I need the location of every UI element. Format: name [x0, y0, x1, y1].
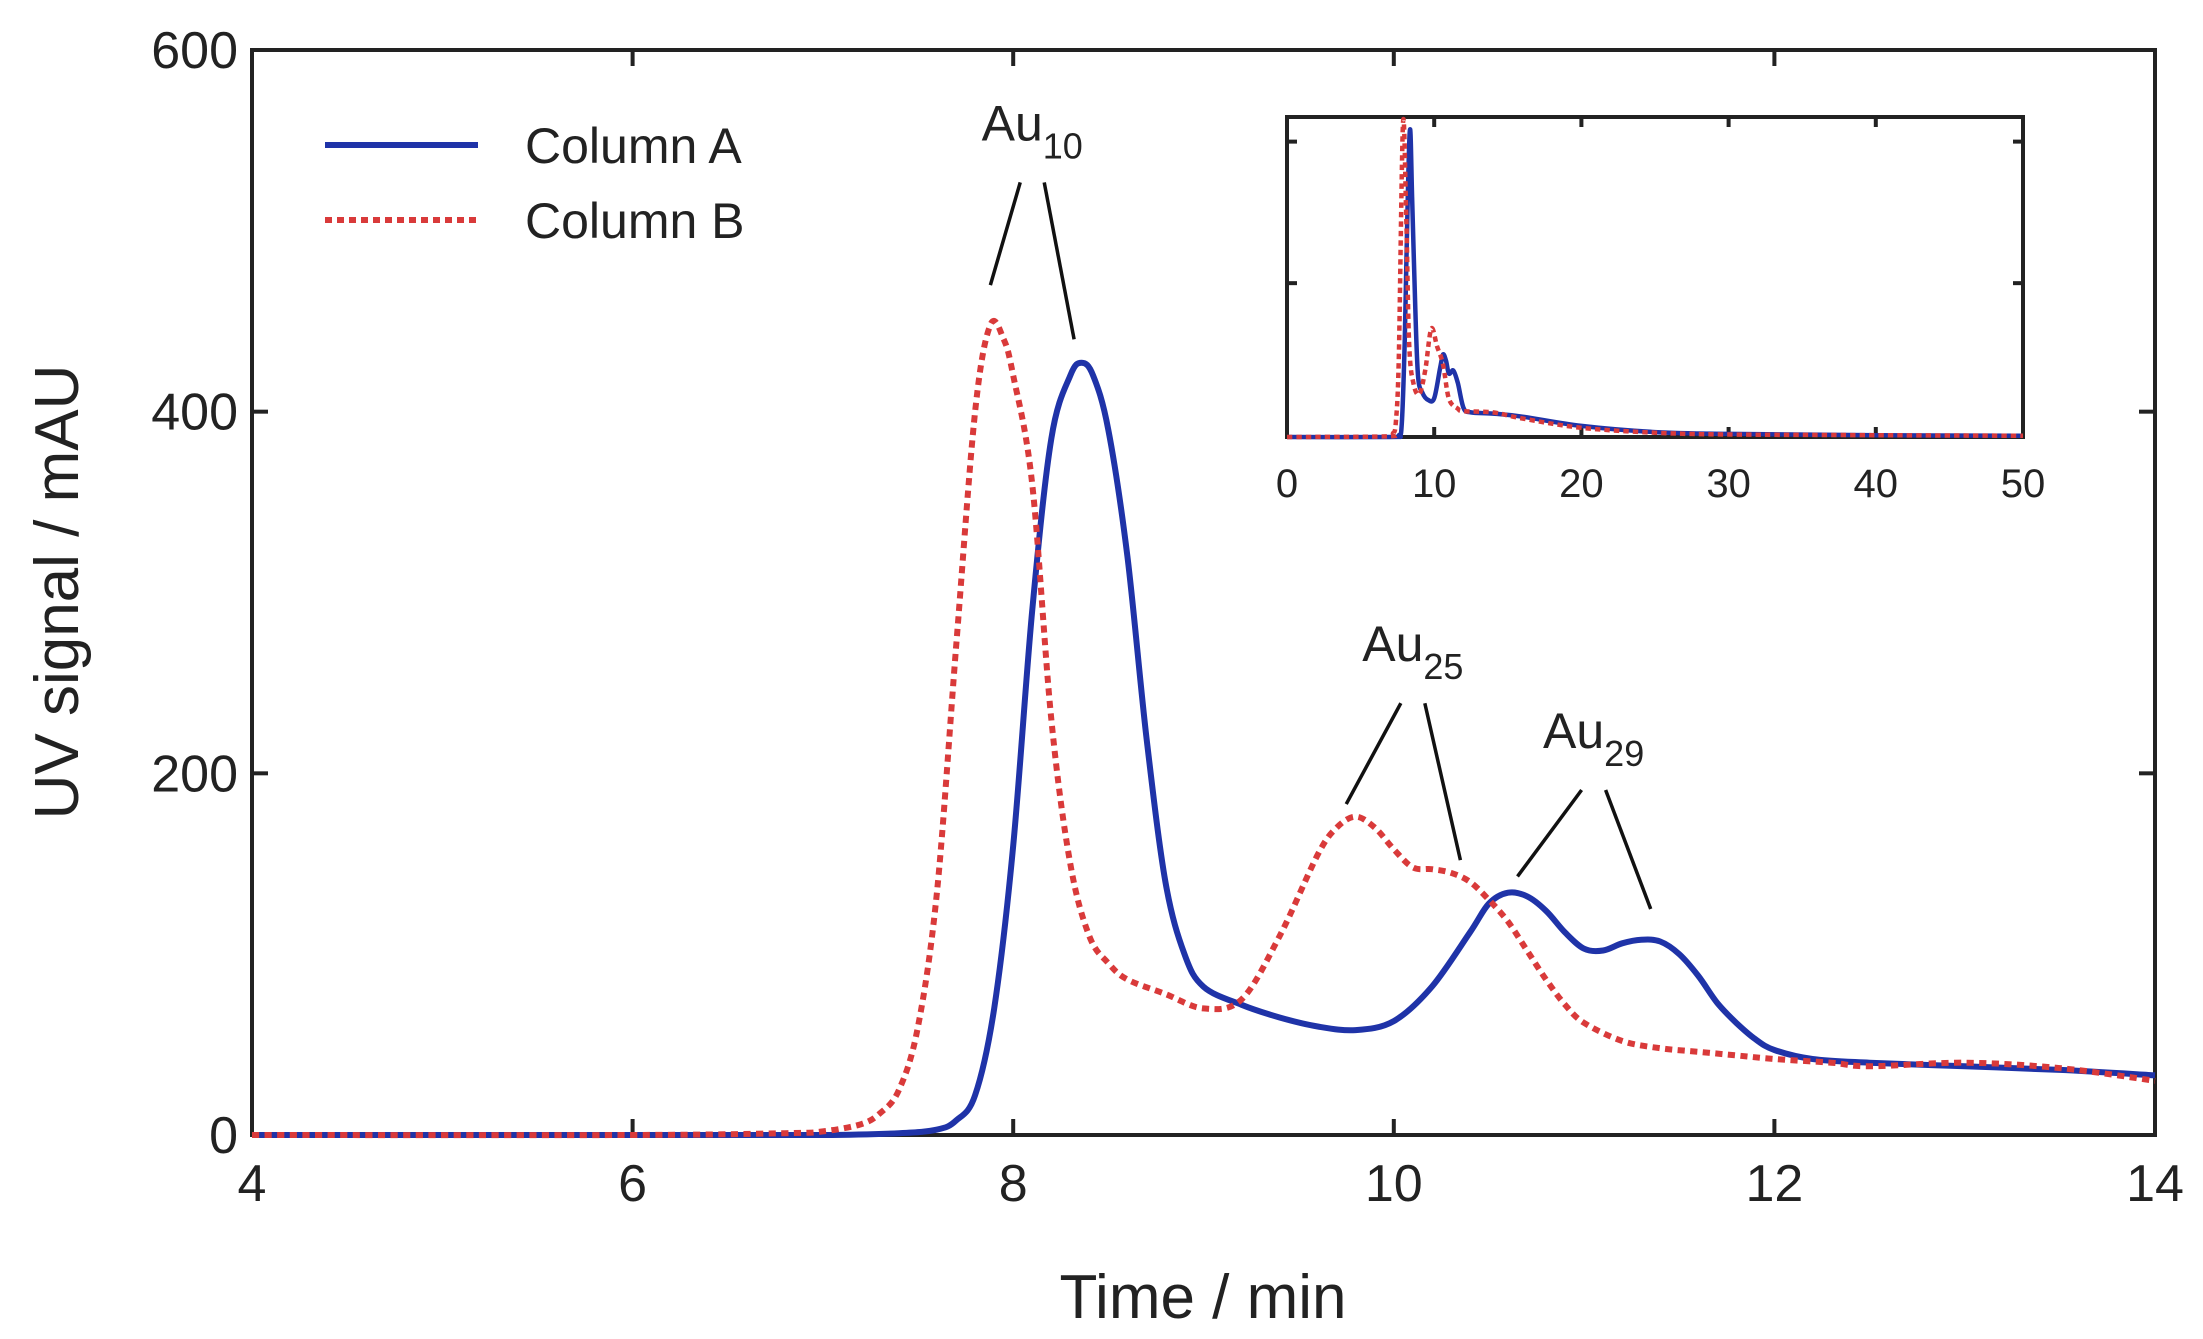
x-tick-label-8: 8 [999, 1155, 1028, 1213]
inset-series-column-b [1286, 117, 2024, 440]
annotation-label-au29: Au29 [1543, 703, 1644, 774]
annotation-leader-au29-1 [1516, 788, 1584, 878]
main-plot-frame [250, 48, 2157, 1137]
inset-x-tick-label-20: 20 [1559, 462, 1604, 506]
y-tick-label-600: 600 [151, 22, 238, 80]
annotation-au25: Au25 [1344, 616, 1463, 861]
main-series-column-b [251, 317, 2156, 1139]
x-tick-label-4: 4 [238, 1155, 267, 1213]
annotation-label-au25: Au25 [1362, 616, 1463, 687]
x-axis-title: Time / min [1059, 1263, 1346, 1332]
legend-label-column-b: Column B [525, 193, 745, 249]
main-series-column-a [252, 359, 2156, 1139]
annotation-leader-au10-2 [1042, 182, 1076, 340]
annotation-leader-au10-1 [988, 181, 1022, 286]
inset-x-tick-label-30: 30 [1706, 462, 1751, 506]
legend-label-column-a: Column A [525, 118, 742, 174]
inset-axis-ticks: 0 10 20 30 40 50 [1276, 117, 2045, 506]
y-tick-label-0: 0 [209, 1107, 238, 1165]
y-axis-title: UV signal / mAU [23, 365, 92, 820]
annotation-au10: Au10 [982, 95, 1083, 340]
annotation-au29: Au29 [1516, 703, 1653, 910]
x-tick-label-12: 12 [1745, 1155, 1803, 1213]
inset-x-tick-label-0: 0 [1276, 462, 1298, 506]
annotation-leader-au29-2 [1603, 789, 1653, 910]
annotation-leader-au25-1 [1344, 702, 1403, 805]
inset-x-tick-label-50: 50 [2001, 462, 2046, 506]
annotation-label-au10: Au10 [982, 95, 1083, 166]
inset-x-tick-label-10: 10 [1412, 462, 1457, 506]
y-tick-label-200: 200 [151, 745, 238, 803]
main-series-group [251, 317, 2156, 1139]
inset-x-tick-label-40: 40 [1854, 462, 1899, 506]
inset-chart: 0 10 20 30 40 50 [1276, 115, 2045, 506]
inset-series-group [1286, 117, 2024, 440]
x-tick-label-6: 6 [618, 1155, 647, 1213]
x-tick-label-10: 10 [1365, 1155, 1423, 1213]
annotation-leader-au25-2 [1423, 702, 1463, 861]
x-tick-label-14: 14 [2126, 1155, 2184, 1213]
inset-plot-frame [1285, 115, 2025, 439]
peak-annotations: Au10 Au25 Au29 [982, 95, 1653, 910]
legend: Column A Column B [325, 118, 745, 249]
inset-series-column-a [1286, 127, 2024, 440]
y-tick-label-400: 400 [151, 384, 238, 442]
